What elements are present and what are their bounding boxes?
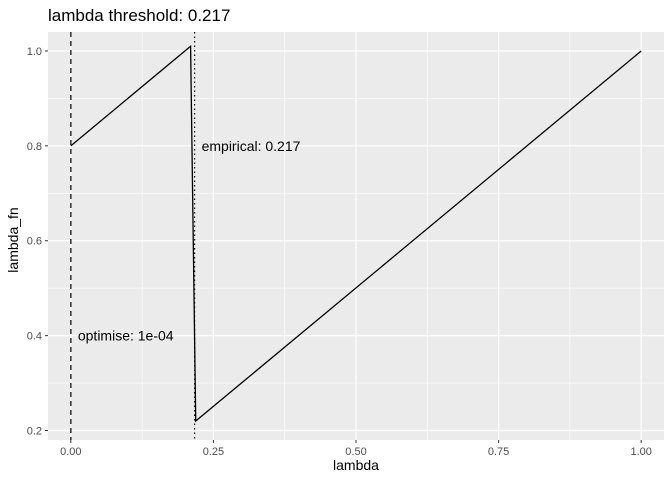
y-axis-title: lambda_fn (5, 207, 21, 272)
y-tick-label: 0.6 (27, 236, 42, 248)
x-tick-label: 0.00 (60, 446, 81, 458)
x-tick-label: 1.00 (630, 446, 651, 458)
annotation-label-0: optimise: 1e-04 (78, 328, 174, 344)
annotation-label-1: empirical: 0.217 (202, 138, 301, 154)
y-tick-label: 1.0 (27, 46, 42, 58)
x-tick-label: 0.25 (203, 446, 224, 458)
y-tick-label: 0.2 (27, 426, 42, 438)
x-tick-label: 0.75 (488, 446, 509, 458)
series-line-0 (70, 44, 642, 423)
series-group (70, 44, 642, 423)
x-axis: 0.00 0.25 0.50 0.75 1.00 (60, 440, 652, 458)
y-tick-label: 0.8 (27, 141, 42, 153)
reference-lines (70, 32, 196, 440)
y-tick-label: 0.4 (27, 331, 42, 343)
x-tick-label: 0.50 (345, 446, 366, 458)
chart-title: lambda threshold: 0.217 (48, 6, 230, 25)
y-axis: 0.2 0.4 0.6 0.8 1.0 (27, 46, 48, 438)
x-axis-title: lambda (333, 457, 379, 473)
annotations: optimise: 1e-04 empirical: 0.217 (78, 138, 301, 344)
